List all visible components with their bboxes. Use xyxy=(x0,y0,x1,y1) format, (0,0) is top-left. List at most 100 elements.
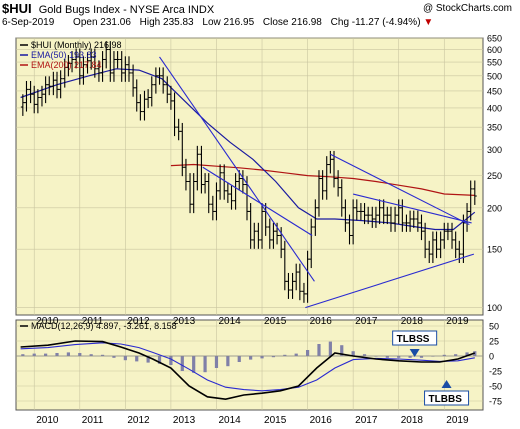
macd-histogram-bar xyxy=(66,352,70,356)
high-value: 235.83 xyxy=(163,17,194,28)
macd-histogram-bar xyxy=(169,356,173,365)
ohlc-bar xyxy=(161,67,166,94)
open-value: 231.06 xyxy=(100,17,131,28)
ohlc-bar xyxy=(35,89,40,114)
macd-histogram-bar xyxy=(203,356,207,373)
ohlc-bar xyxy=(24,80,29,112)
macd-histogram-bar xyxy=(340,345,344,356)
price-x-tick: 2018 xyxy=(401,316,424,327)
macd-line xyxy=(20,340,476,401)
trendline xyxy=(353,193,472,224)
high-label: High xyxy=(139,17,161,28)
ohlc-bar xyxy=(400,199,405,232)
macd-x-tick: 2018 xyxy=(401,415,424,426)
macd-histogram-bar xyxy=(454,354,458,356)
ohlc-bar xyxy=(366,206,371,225)
price-y-tick: 450 xyxy=(487,86,502,96)
ohlc-bar xyxy=(263,203,268,236)
macd-y-tick: -75 xyxy=(489,397,502,407)
tlbss-box xyxy=(392,330,438,346)
ohlc-bar xyxy=(297,263,302,301)
close-label: Close xyxy=(262,17,289,28)
ohlc-bar xyxy=(434,231,439,259)
price-y-tick: 600 xyxy=(487,45,502,55)
ohlc-bar xyxy=(115,51,120,69)
macd-histogram-bar xyxy=(397,356,401,358)
macd-histogram-bar xyxy=(192,356,196,373)
macd-histogram-bar xyxy=(112,356,116,358)
trendline xyxy=(159,56,315,282)
macd-histogram-bar xyxy=(305,350,310,356)
macd-histogram-bar xyxy=(226,356,230,367)
chart-header: $HUI Gold Bugs Index - NYSE Arca INDX xyxy=(2,1,214,16)
legend-ema200: EMA(200) 217.84 xyxy=(31,60,102,70)
trendline xyxy=(305,253,475,309)
ohlc-bar xyxy=(332,150,337,188)
macd-histogram-bar xyxy=(180,356,184,371)
macd-histogram-bar xyxy=(32,353,36,356)
macd-x-tick: 2016 xyxy=(310,415,333,426)
ohlc-bar xyxy=(457,240,462,264)
macd-histogram-bar xyxy=(317,344,321,356)
macd-histogram-bar xyxy=(89,354,93,356)
macd-histogram-bar xyxy=(135,356,139,362)
ohlc-bar xyxy=(229,185,234,210)
down-arrow-icon: ▼ xyxy=(423,17,434,28)
ohlc-bar xyxy=(468,180,473,221)
macd-x-tick: 2015 xyxy=(264,415,287,426)
price-x-tick: 2014 xyxy=(218,316,241,327)
macd-histogram-bar xyxy=(408,356,412,358)
macd-histogram-bar xyxy=(465,352,469,356)
price-y-tick: 350 xyxy=(487,123,502,133)
price-x-tick: 2011 xyxy=(82,316,104,327)
ohlc-bar xyxy=(172,92,177,137)
ohlc-bar xyxy=(58,70,63,99)
ohlc-bar xyxy=(138,94,143,121)
tlbbs-label: TLBBS xyxy=(429,394,463,405)
tlbss-label: TLBSS xyxy=(397,334,430,345)
macd-y-tick: 0 xyxy=(489,352,494,362)
macd-x-tick: 2011 xyxy=(82,415,104,426)
ohlc-bar xyxy=(423,222,428,259)
ohlc-bar xyxy=(354,199,359,221)
macd-histogram-bar xyxy=(157,356,162,364)
ohlc-bar xyxy=(309,218,314,269)
low-label: Low xyxy=(202,17,221,28)
macd-histogram-bar xyxy=(328,341,332,356)
macd-histogram-bar xyxy=(21,354,25,356)
price-x-tick: 2012 xyxy=(127,316,150,327)
price-y-tick: 300 xyxy=(487,145,502,155)
brand-label: @ StockCharts.com xyxy=(422,3,512,14)
ohlc-bar xyxy=(320,170,325,200)
ohlc-bar xyxy=(47,76,52,96)
price-x-tick: 2013 xyxy=(173,316,196,327)
ohlc-bar xyxy=(377,199,382,225)
price-panel xyxy=(15,37,484,316)
ohlc-bar xyxy=(411,210,416,228)
ohlc-bar xyxy=(240,170,245,194)
macd-x-tick: 2014 xyxy=(218,415,241,426)
open-label: Open xyxy=(73,17,98,28)
price-x-tick: 2019 xyxy=(446,316,469,327)
macd-histogram-bar xyxy=(44,353,48,356)
price-y-tick: 500 xyxy=(487,71,502,81)
symbol: $HUI xyxy=(2,1,32,16)
close-value: 216.98 xyxy=(291,17,322,28)
macd-signal-line xyxy=(20,342,475,392)
legend-ema50: EMA(50) 193.83 xyxy=(31,50,97,60)
price-y-tick: 100 xyxy=(487,303,502,313)
ohlc-bar xyxy=(104,41,109,69)
macd-y-tick: -50 xyxy=(489,382,502,392)
macd-histogram-bar xyxy=(271,356,276,358)
tlbbs-box xyxy=(424,390,470,406)
ohlc-bar xyxy=(252,222,257,249)
macd-histogram-bar xyxy=(123,356,127,361)
ema50-line xyxy=(20,68,476,231)
macd-x-tick: 2010 xyxy=(36,415,59,426)
chg-value: -11.27 (-4.94%) xyxy=(351,17,421,28)
macd-histogram-bar xyxy=(385,356,389,358)
price-x-tick: 2010 xyxy=(36,316,59,327)
ohlc-bar xyxy=(472,180,477,205)
